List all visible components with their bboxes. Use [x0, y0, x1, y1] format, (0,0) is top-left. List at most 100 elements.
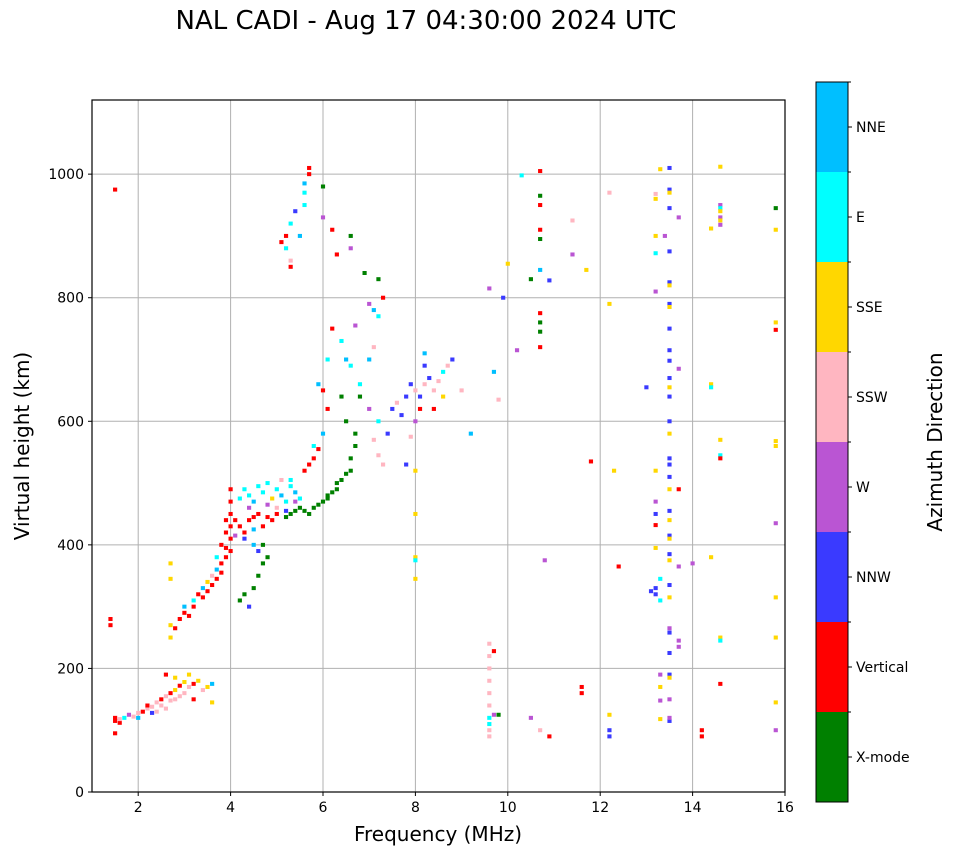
data-point — [653, 251, 658, 256]
data-point — [653, 586, 658, 591]
data-point — [538, 227, 543, 232]
data-point — [607, 728, 612, 733]
data-point — [607, 190, 612, 195]
data-point — [487, 691, 492, 696]
data-point — [667, 583, 672, 588]
data-point — [191, 681, 196, 686]
data-point — [487, 734, 492, 739]
data-point — [718, 215, 723, 220]
data-point — [163, 694, 169, 699]
data-point — [344, 357, 349, 362]
data-point — [404, 462, 409, 467]
data-point — [210, 583, 215, 588]
data-point — [487, 654, 492, 659]
data-point — [718, 222, 723, 227]
data-point — [718, 453, 723, 458]
data-point — [219, 542, 224, 547]
data-point — [611, 468, 617, 473]
data-point — [367, 357, 372, 362]
data-point — [653, 196, 658, 201]
data-point — [348, 363, 353, 368]
data-point — [709, 555, 714, 560]
data-point — [270, 518, 275, 523]
colorbar-label-x-mode: X-mode — [856, 750, 910, 766]
data-point — [773, 439, 778, 444]
data-point — [113, 715, 118, 720]
data-point — [718, 164, 723, 169]
data-point — [371, 437, 376, 442]
data-point — [528, 715, 533, 720]
data-point — [362, 271, 367, 275]
data-point — [445, 363, 450, 368]
data-point — [658, 684, 663, 689]
data-point — [413, 511, 418, 516]
data-point — [325, 493, 330, 498]
data-point — [547, 278, 552, 283]
data-point — [348, 233, 353, 238]
data-point — [330, 227, 335, 232]
data-point — [431, 388, 436, 393]
data-point — [279, 240, 284, 245]
data-point — [154, 709, 159, 714]
data-point — [353, 444, 358, 448]
data-point — [339, 394, 344, 399]
data-point — [348, 468, 353, 473]
data-point — [228, 536, 233, 541]
chart-title: NAL CADI - Aug 17 04:30:00 2024 UTC — [175, 6, 677, 36]
data-point — [667, 533, 672, 538]
data-point — [667, 348, 672, 353]
data-point — [658, 167, 663, 172]
data-point — [200, 586, 205, 591]
data-point — [325, 406, 330, 411]
data-point — [353, 431, 358, 436]
data-point — [247, 518, 252, 523]
data-point — [538, 203, 543, 208]
data-point — [260, 561, 266, 566]
data-point — [168, 561, 173, 566]
data-point — [667, 187, 672, 192]
data-point — [320, 388, 326, 393]
data-point — [653, 592, 658, 597]
data-point — [667, 165, 672, 170]
data-point — [247, 505, 252, 510]
data-point — [404, 394, 409, 399]
data-point — [108, 623, 113, 628]
data-point — [348, 456, 353, 461]
y-axis-label: Virtual height (km) — [10, 352, 34, 541]
data-point — [288, 477, 293, 482]
y-tick-label: 0 — [75, 785, 84, 801]
data-point — [538, 345, 543, 350]
data-point — [380, 462, 386, 467]
data-point — [325, 496, 330, 501]
data-point — [302, 203, 307, 208]
data-point — [353, 323, 358, 328]
data-point — [173, 675, 178, 680]
colorbar-segment-vertical — [816, 622, 848, 712]
data-point — [718, 206, 723, 211]
data-point — [168, 635, 173, 640]
data-point — [436, 379, 441, 384]
data-point — [297, 496, 302, 501]
data-point — [260, 490, 266, 495]
data-point — [367, 406, 372, 411]
data-point — [579, 684, 584, 689]
data-point — [177, 683, 182, 688]
data-point — [117, 717, 122, 722]
data-point — [667, 280, 672, 285]
data-point — [667, 552, 672, 557]
data-point — [648, 589, 654, 594]
data-point — [173, 626, 178, 631]
data-point — [487, 666, 492, 671]
data-point — [274, 487, 279, 492]
data-point — [154, 700, 159, 705]
data-point — [376, 453, 381, 458]
data-point — [205, 684, 210, 689]
data-point — [390, 406, 395, 411]
data-point — [251, 515, 256, 520]
data-point — [542, 558, 547, 563]
data-point — [718, 638, 723, 643]
data-point — [136, 710, 141, 715]
data-point — [251, 527, 256, 532]
data-point — [242, 592, 247, 597]
data-point — [131, 714, 136, 719]
